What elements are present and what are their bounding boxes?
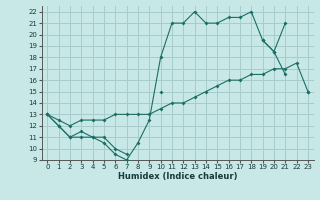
X-axis label: Humidex (Indice chaleur): Humidex (Indice chaleur) (118, 172, 237, 181)
